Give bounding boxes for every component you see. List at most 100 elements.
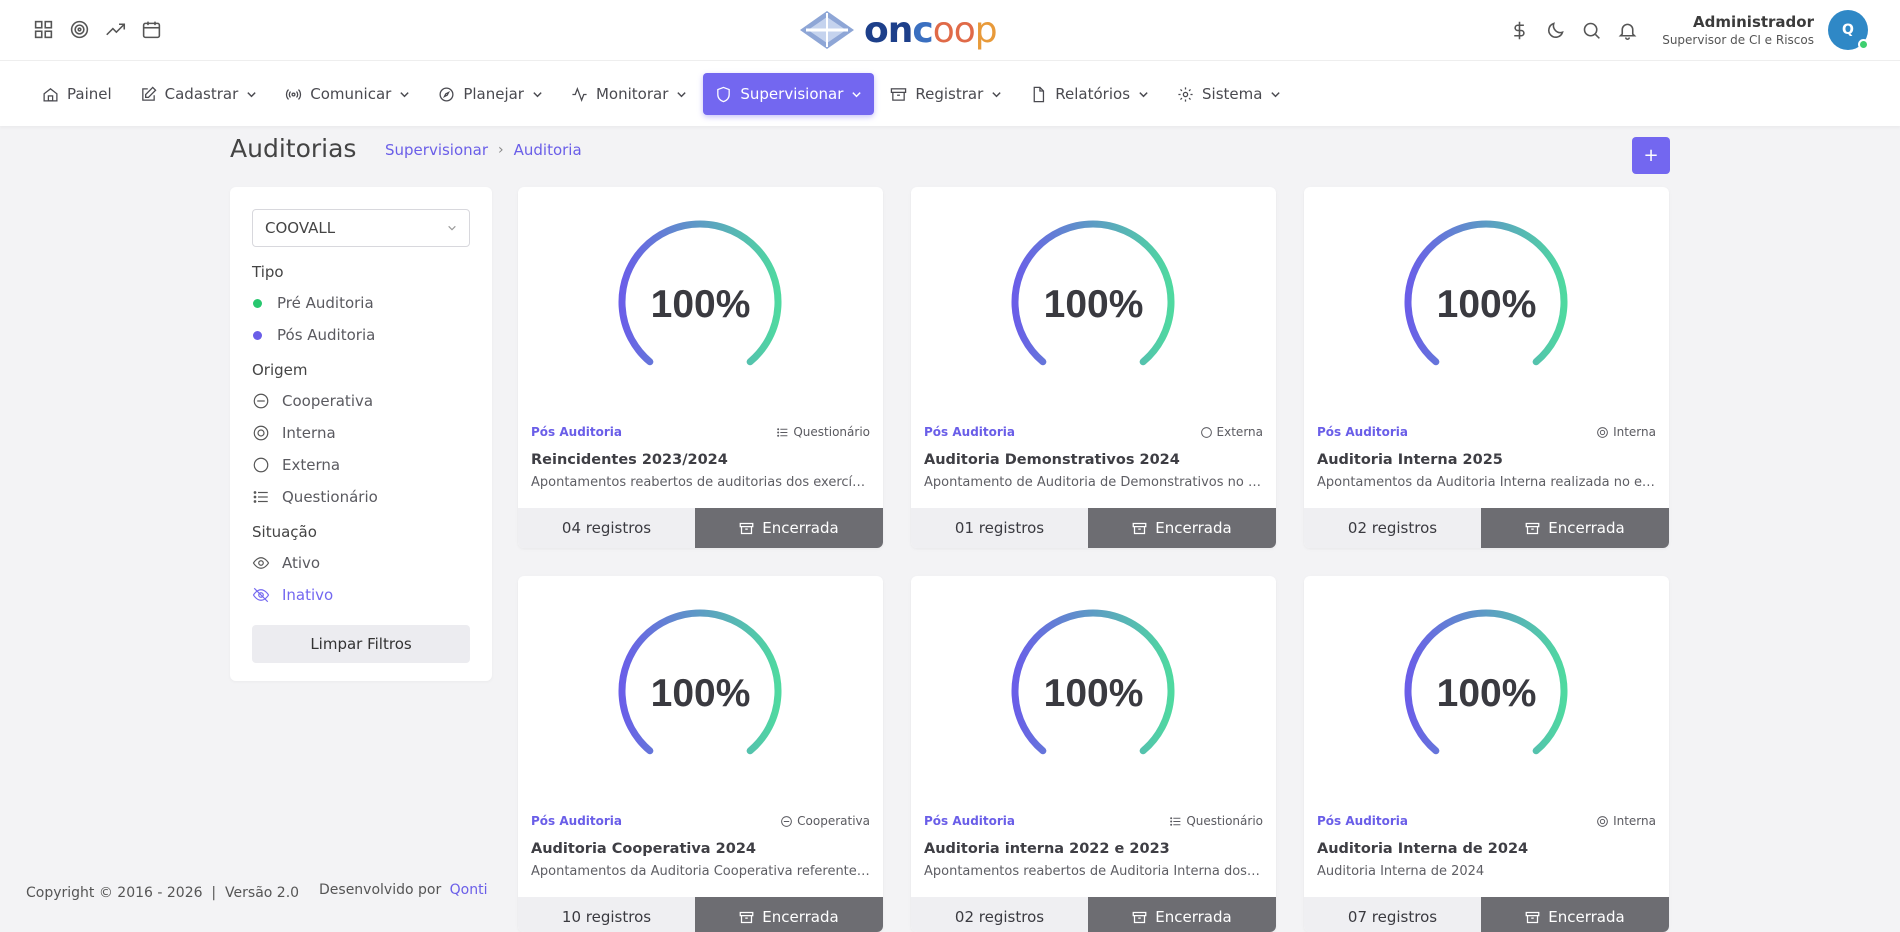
nav-sistema[interactable]: Sistema (1165, 73, 1293, 115)
chevron-down-icon (852, 91, 862, 97)
home-icon (43, 87, 58, 102)
clear-filters-button[interactable]: Limpar Filtros (252, 625, 470, 663)
chevron-down-icon (533, 91, 542, 97)
chevron-down-icon (247, 91, 256, 97)
trending-up-icon[interactable] (104, 18, 126, 40)
records-count[interactable]: 10 registros (518, 897, 695, 932)
card-footer: 01 registros Encerrada (911, 508, 1276, 548)
records-count[interactable]: 01 registros (911, 508, 1088, 548)
filter-label: Inativo (282, 586, 334, 604)
activity-icon (572, 86, 587, 102)
filter-pre-auditoria[interactable]: Pré Auditoria (252, 293, 470, 313)
apps-grid-icon[interactable] (32, 18, 54, 40)
audit-card[interactable]: 100% Pós Auditoria Cooperativa Auditoria… (518, 576, 883, 932)
filter-externa[interactable]: Externa (252, 455, 470, 475)
filter-cooperativa[interactable]: Cooperativa (252, 391, 470, 411)
moon-icon[interactable] (1544, 19, 1566, 41)
progress-percent: 100% (1436, 672, 1537, 715)
card-footer: 10 registros Encerrada (518, 897, 883, 932)
nav-label: Painel (67, 85, 112, 103)
chevron-down-icon (677, 91, 687, 97)
audit-origin: Questionário (776, 425, 870, 439)
audit-description: Apontamentos da Auditoria Interna realiz… (1317, 475, 1656, 490)
nav-painel[interactable]: Painel (30, 73, 124, 115)
archive-icon (1132, 911, 1147, 923)
audit-origin: Interna (1596, 814, 1656, 828)
top-bar: oncoop Administrador Supervisor de CI e … (0, 0, 1900, 60)
shield-icon (717, 86, 731, 102)
target-icon[interactable] (68, 18, 90, 40)
archive-icon (891, 87, 907, 101)
audit-card[interactable]: 100% Pós Auditoria Interna Auditoria Int… (1304, 576, 1669, 932)
archive-icon (739, 911, 754, 923)
green-dot-icon (253, 298, 262, 308)
archive-icon (1132, 522, 1147, 534)
developed-by-label: Desenvolvido por (319, 882, 442, 898)
card-meta: Pós Auditoria Externa (924, 425, 1263, 439)
status-label: Encerrada (1548, 519, 1625, 537)
filter-questionario[interactable]: Questionário (252, 487, 470, 507)
nav-label: Sistema (1202, 85, 1263, 103)
developer-link[interactable]: Qonti (449, 882, 488, 898)
cooperative-select[interactable]: COOVALL (252, 209, 470, 247)
add-audit-button[interactable]: + (1632, 137, 1670, 174)
records-count[interactable]: 02 registros (1304, 508, 1481, 548)
filter-interna[interactable]: Interna (252, 423, 470, 443)
oncoop-logo[interactable]: oncoop (796, 8, 998, 52)
bell-icon[interactable] (1616, 19, 1638, 41)
nav-planejar[interactable]: Planejar (426, 73, 555, 115)
filter-pos-auditoria[interactable]: Pós Auditoria (252, 325, 470, 345)
status-label: Encerrada (1155, 908, 1232, 926)
breadcrumb-supervisionar[interactable]: Supervisionar (385, 141, 489, 159)
nav-supervisionar[interactable]: Supervisionar (703, 73, 875, 115)
records-count[interactable]: 02 registros (911, 897, 1088, 932)
origin-label: Questionário (793, 425, 870, 439)
card-meta: Pós Auditoria Interna (1317, 425, 1656, 439)
nav-monitorar[interactable]: Monitorar (559, 73, 699, 115)
avatar[interactable]: Q (1828, 10, 1869, 50)
user-role: Supervisor de CI e Riscos (1662, 33, 1814, 47)
status-closed-button[interactable]: Encerrada (1481, 508, 1669, 548)
audit-title: Auditoria interna 2022 e 2023 (924, 841, 1170, 857)
audit-card[interactable]: 100% Pós Auditoria Questionário Auditori… (911, 576, 1276, 932)
list-icon (253, 491, 268, 503)
nav-relatorios[interactable]: Relatórios (1018, 73, 1161, 115)
status-closed-button[interactable]: Encerrada (1088, 508, 1276, 548)
status-closed-button[interactable]: Encerrada (695, 508, 883, 548)
filter-ativo[interactable]: Ativo (252, 553, 470, 573)
dollar-icon[interactable] (1508, 19, 1530, 41)
progress-gauge (618, 220, 782, 366)
online-status-dot (1858, 39, 1869, 50)
audit-type-badge: Pós Auditoria (924, 425, 1016, 439)
filter-heading-tipo: Tipo (252, 263, 284, 281)
audit-title: Auditoria Demonstrativos 2024 (924, 452, 1180, 468)
main-navigation: Painel Cadastrar Comunicar Planejar Moni… (0, 60, 1900, 126)
status-closed-button[interactable]: Encerrada (695, 897, 883, 932)
status-closed-button[interactable]: Encerrada (1481, 897, 1669, 932)
nav-comunicar[interactable]: Comunicar (273, 73, 422, 115)
audit-description: Apontamentos reabertos de Auditoria Inte… (924, 864, 1263, 879)
audit-card[interactable]: 100% Pós Auditoria Externa Auditoria Dem… (911, 187, 1276, 548)
breadcrumb-auditoria[interactable]: Auditoria (513, 141, 582, 159)
progress-gauge (1011, 609, 1175, 755)
records-count[interactable]: 07 registros (1304, 897, 1481, 932)
card-meta: Pós Auditoria Interna (1317, 814, 1656, 828)
audit-card[interactable]: 100% Pós Auditoria Questionário Reincide… (518, 187, 883, 548)
nav-label: Supervisionar (740, 85, 844, 103)
filter-label: Externa (282, 456, 341, 474)
status-label: Encerrada (762, 908, 839, 926)
eye-off-icon (252, 587, 270, 603)
filter-inativo[interactable]: Inativo (252, 585, 470, 605)
select-value: COOVALL (265, 219, 336, 237)
nav-registrar[interactable]: Registrar (878, 73, 1014, 115)
audit-card[interactable]: 100% Pós Auditoria Interna Auditoria Int… (1304, 187, 1669, 548)
search-icon[interactable] (1580, 19, 1602, 41)
filter-label: Pós Auditoria (277, 326, 376, 344)
card-footer: 07 registros Encerrada (1304, 897, 1669, 932)
user-info[interactable]: Administrador Supervisor de CI e Riscos (1662, 13, 1814, 47)
records-count[interactable]: 04 registros (518, 508, 695, 548)
status-closed-button[interactable]: Encerrada (1088, 897, 1276, 932)
progress-gauge (618, 609, 782, 755)
calendar-icon[interactable] (140, 18, 162, 40)
nav-cadastrar[interactable]: Cadastrar (128, 73, 270, 115)
